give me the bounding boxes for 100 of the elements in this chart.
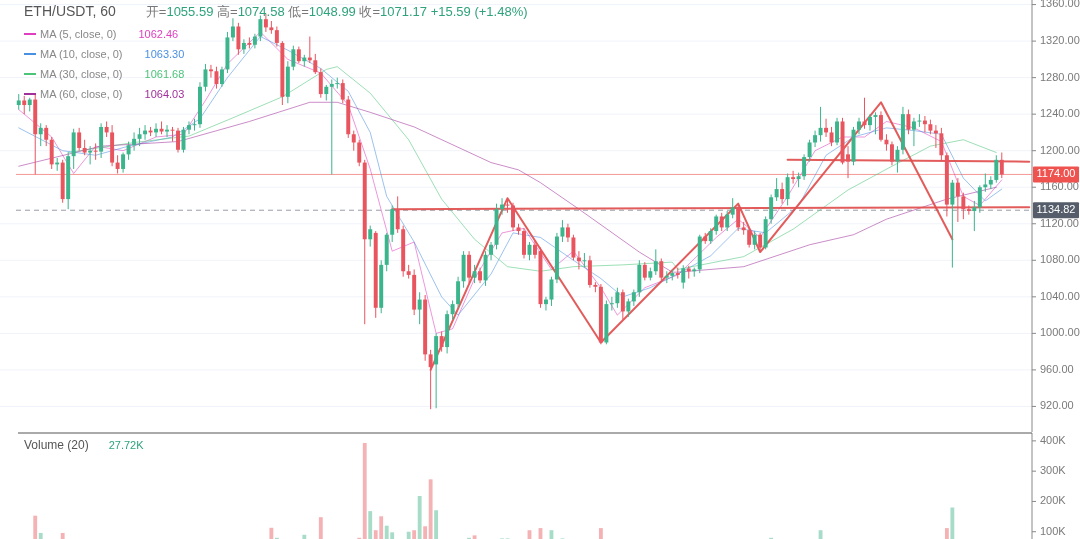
candlestick [241,38,246,55]
candlestick [313,53,318,75]
candlestick [77,127,82,152]
candlestick [230,17,235,42]
candlestick [868,113,872,132]
candlestick [626,298,631,318]
candlestick [126,141,131,161]
candlestick [203,63,208,92]
candlestick [730,197,735,219]
candlestick [818,106,823,143]
y-tick-label: 400K [1040,433,1067,446]
candlestick [439,331,444,353]
candlestick [642,261,647,281]
candlestick [71,128,76,170]
candlestick [357,139,362,167]
candlestick [983,173,988,193]
candlestick [736,205,741,232]
candlestick [467,250,472,284]
candlestick [219,66,224,88]
candlestick [681,264,686,290]
text: Volume (20) [24,438,89,452]
candlestick [489,241,494,261]
candlestick [895,145,900,174]
candlestick [774,177,779,202]
candlestick [659,257,664,281]
candlestick [582,252,587,269]
candlestick [236,22,241,56]
candlestick [829,126,834,147]
y-tick-label: 1360.00 [1040,0,1080,10]
candlestick [889,141,894,166]
candlestick [115,154,120,175]
y-tick-label: 300K [1040,464,1067,477]
candlestick [758,232,763,252]
y-tick-label: 100K [1040,524,1067,537]
candlestick [395,195,400,234]
candlestick [176,127,180,154]
candlestick [999,152,1004,179]
candlestick [939,127,944,163]
candlestick [752,230,757,250]
candlestick [132,131,137,152]
text: 开=1055.59 高=1074.58 低=1048.99 收=1071.17 +15.59 (+1.48%) [145,4,528,19]
candlestick [472,264,477,284]
candlestick [835,117,840,146]
candlestick [747,226,752,249]
candlestick [208,64,213,79]
annotation: 27.72K [108,439,145,451]
candlestick [977,184,982,214]
candlestick [187,120,191,135]
candlestick [719,212,724,232]
annotation: 1064.03 [144,88,185,100]
y-tick-label: 1320.00 [1040,34,1080,47]
candlestick [813,130,818,148]
candlestick [329,78,334,175]
candlestick [340,78,345,104]
candlestick [522,227,526,259]
candlestick [22,95,27,115]
candlestick [802,153,807,181]
y-tick-label: 1080.00 [1040,253,1080,266]
candlestick [785,173,790,206]
y-tick-label: 1280.00 [1040,70,1080,83]
legend-label: MA (60, close, 0) [40,88,123,100]
candlestick [318,68,323,99]
candlestick [456,276,461,309]
candlestick [450,299,455,321]
candlestick [769,194,774,225]
candlestick [121,152,126,174]
candlestick [258,15,263,42]
annotation: 1063.30 [144,48,185,60]
candlestick [44,124,49,147]
candlestick [38,122,43,147]
y-tick-label: 1160.00 [1040,180,1079,193]
candlestick [950,179,955,269]
y-tick-label: 200K [1040,494,1067,507]
y-tick-label: 1200.00 [1040,143,1080,156]
candlestick [994,154,999,184]
y-tick-label: 960.00 [1040,362,1074,375]
y-tick-label: 1120.00 [1040,216,1079,229]
candlestick [214,66,219,90]
y-tick-label: 920.00 [1040,399,1074,412]
candlestick [137,127,142,147]
y-tick-label: 1000.00 [1040,326,1080,339]
candlestick [93,142,98,161]
legend-label: MA (5, close, 0) [40,28,117,40]
candlestick [725,210,730,232]
y-tick-label: 1040.00 [1040,289,1080,302]
candlestick [653,248,658,276]
legend-label: MA (10, close, 0) [40,48,123,60]
candlestick [609,296,614,312]
candlestick [955,177,960,223]
ref-line-label: 1174.00 [1036,167,1076,180]
legend-label: MA (30, close, 0) [40,68,123,80]
candlestick [335,77,340,90]
candlestick [961,192,966,220]
candlestick [428,349,433,410]
candlestick [906,109,911,135]
candlestick [291,45,296,71]
candlestick [88,145,93,165]
chart-title: ETH/USDT, 60 [24,3,117,19]
candlestick [620,289,625,321]
candlestick [972,200,977,232]
